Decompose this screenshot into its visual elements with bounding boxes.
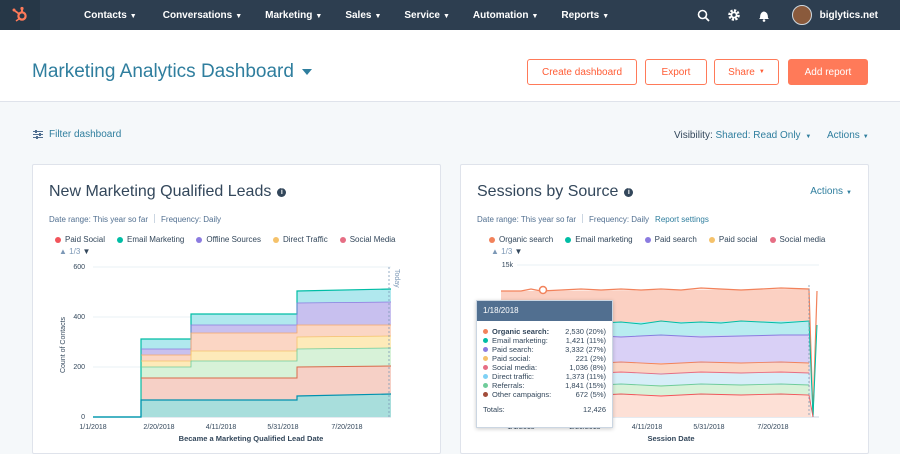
y-tick: 0 [81, 414, 85, 421]
legend-item[interactable]: Offline Sources [196, 235, 261, 244]
y-axis-label: Count of Contacts [60, 316, 67, 373]
legend-item[interactable]: Email marketing [565, 235, 633, 244]
series-line-paid [141, 365, 392, 379]
report-title[interactable]: New Marketing Qualified Leads i [49, 183, 287, 201]
chevron-down-icon: ▼ [315, 12, 323, 20]
x-axis-label: Session Date [647, 434, 694, 443]
chevron-down-icon: ▼ [846, 190, 852, 196]
legend-item[interactable]: Direct Traffic [272, 235, 328, 244]
tooltip-row: Email marketing: 1,421 (11%) [477, 336, 612, 345]
chevron-down-icon: ▼ [235, 12, 243, 20]
chevron-down-icon: ▼ [374, 12, 382, 20]
chevron-down-icon: ▼ [442, 12, 450, 20]
tooltip-row: Paid social: 221 (2%) [477, 354, 612, 363]
nav-reports[interactable]: Reports ▼ [561, 9, 610, 21]
chart-legend: Organic search Email marketing Paid sear… [489, 235, 837, 244]
report-actions-button[interactable]: Actions ▼ [810, 186, 852, 197]
chart-legend: Paid Social Email Marketing Offline Sour… [55, 235, 408, 244]
chevron-down-icon: ▼ [758, 69, 765, 75]
mql-area-chart: Today 600 400 200 0 Count of Contacts 1/… [60, 264, 400, 443]
add-report-button[interactable]: Add report [788, 59, 868, 85]
export-button[interactable]: Export [645, 59, 707, 85]
nav-marketing[interactable]: Marketing ▼ [265, 9, 323, 21]
report-card-mql: New Marketing Qualified Leads i Date rang… [32, 164, 441, 454]
chevron-down-icon: ▼ [862, 134, 869, 140]
visibility-control[interactable]: Visibility: Shared: Read Only ▼ [674, 130, 812, 141]
series-line-direct [141, 324, 391, 356]
share-button[interactable]: Share ▼ [714, 59, 779, 85]
y-tick: 400 [73, 314, 85, 321]
tooltip-row: Paid search: 3,332 (27%) [477, 345, 612, 354]
avatar[interactable] [791, 5, 812, 25]
filter-dashboard-button[interactable]: Filter dashboard [33, 129, 121, 140]
nav-contacts[interactable]: Contacts ▼ [84, 9, 137, 21]
legend-item[interactable]: Paid search [644, 235, 697, 244]
nav-conversations[interactable]: Conversations ▼ [162, 9, 243, 21]
legend-item[interactable]: Email Marketing [117, 235, 184, 244]
x-tick: 7/20/2018 [331, 424, 362, 431]
dashboard-actions-button[interactable]: Actions ▼ [827, 130, 869, 141]
info-icon[interactable]: i [277, 188, 287, 197]
x-tick: 7/20/2018 [757, 424, 788, 431]
page-title[interactable]: Marketing Analytics Dashboard [32, 61, 312, 83]
caret-down-icon [301, 68, 312, 75]
tooltip-row: Other campaigns: 672 (5%) [477, 390, 612, 399]
y-tick: 200 [73, 364, 85, 371]
series-line-base [93, 393, 392, 418]
tooltip-row: Direct traffic: 1,373 (11%) [477, 372, 612, 381]
legend-item[interactable]: Paid Social [55, 235, 105, 244]
tooltip-row: Social media: 1,036 (8%) [477, 363, 612, 372]
y-tick: 15k [502, 262, 514, 269]
legend-item[interactable]: Paid social [708, 235, 758, 244]
y-tick: 600 [73, 264, 85, 271]
nav-service[interactable]: Service ▼ [404, 9, 450, 21]
x-tick: 5/31/2018 [267, 424, 298, 431]
legend-item[interactable]: Organic search [489, 235, 553, 244]
legend-item[interactable]: Social media [769, 235, 825, 244]
legend-pager[interactable]: ▲ 1/3 ▼ [491, 247, 523, 256]
legend-item[interactable]: Social Media [339, 235, 396, 244]
x-axis-label: Became a Marketing Qualified Lead Date [179, 434, 324, 443]
tooltip-row: Organic search: 2,530 (20%) [477, 327, 612, 336]
x-tick: 1/1/2018 [79, 424, 106, 431]
x-tick: 4/11/2018 [632, 424, 663, 431]
bell-icon[interactable] [754, 5, 774, 25]
tooltip-row: Referrals: 1,841 (15%) [477, 381, 612, 390]
chevron-down-icon: ▼ [129, 12, 137, 20]
chevron-down-icon: ▼ [805, 134, 812, 140]
search-icon[interactable] [694, 5, 714, 25]
chevron-down-icon: ▼ [531, 12, 539, 20]
series-line-offline [141, 301, 392, 350]
tooltip-date: 1/18/2018 [477, 301, 612, 321]
top-navigation: Contacts ▼ Conversations ▼ Marketing ▼ Sale… [0, 0, 900, 30]
area-series-0 [93, 394, 391, 417]
x-tick: 2/20/2018 [143, 424, 174, 431]
account-name[interactable]: biglytics.net [819, 9, 878, 21]
report-settings-link[interactable]: Report settings [655, 215, 709, 224]
report-meta: Date range: This year so far Frequency: D… [477, 214, 709, 224]
nav-sales[interactable]: Sales ▼ [345, 9, 382, 21]
chevron-down-icon: ▼ [602, 12, 610, 20]
gear-icon[interactable] [724, 5, 744, 25]
series-line-social [141, 335, 392, 362]
report-title[interactable]: Sessions by Source i [477, 183, 634, 201]
visibility-value[interactable]: Shared: Read Only [715, 130, 801, 141]
info-icon[interactable]: i [624, 188, 634, 197]
filter-icon [33, 130, 43, 139]
dashboard-header: Marketing Analytics Dashboard Create das… [0, 30, 900, 102]
report-meta: Date range: This year so far Frequency: D… [49, 214, 222, 224]
create-dashboard-button[interactable]: Create dashboard [527, 59, 637, 85]
nav-automation[interactable]: Automation ▼ [472, 9, 539, 21]
hubspot-logo-icon[interactable] [0, 0, 40, 30]
today-label: Today [393, 269, 400, 288]
series-line-referral [141, 347, 392, 368]
x-tick: 4/11/2018 [206, 424, 237, 431]
tooltip-total: Totals: 12,426 [483, 405, 606, 414]
hover-point [538, 285, 548, 295]
x-tick: 5/31/2018 [693, 424, 724, 431]
filter-bar: Filter dashboard Visibility: Shared: Rea… [0, 125, 900, 145]
chart-tooltip: 1/18/2018 Organic search: 2,530 (20%) Ema… [476, 300, 613, 428]
legend-pager[interactable]: ▲ 1/3 ▼ [59, 247, 91, 256]
